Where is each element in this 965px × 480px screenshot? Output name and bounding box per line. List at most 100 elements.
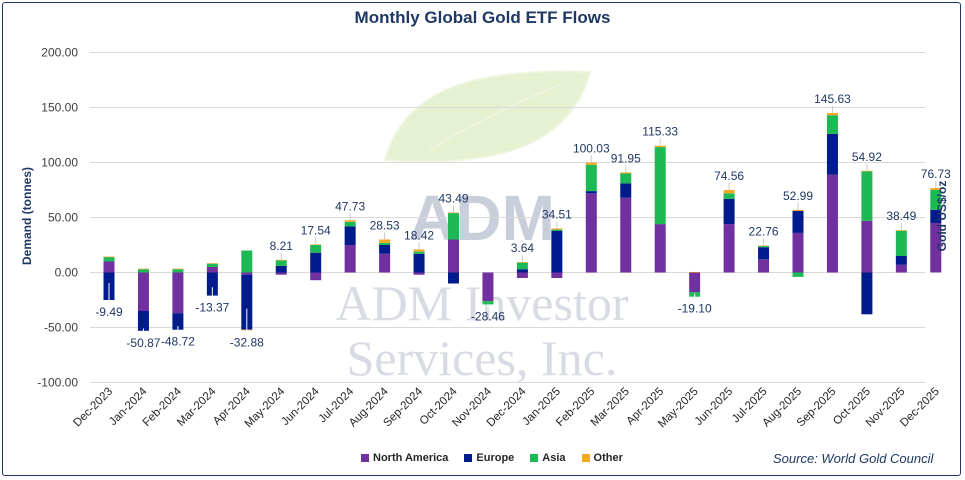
bar-segment-other (895, 230, 907, 231)
bar-segment-asia (448, 213, 459, 240)
legend-label: North America (373, 452, 449, 464)
bar-segment-europe (585, 191, 597, 194)
bar-segment-other (620, 172, 632, 174)
legend-swatch (581, 454, 590, 462)
bar-segment-europe (861, 272, 873, 315)
bar-segment-other (792, 209, 804, 211)
bar-segment-asia (585, 164, 597, 192)
bar-segment-asia (310, 245, 322, 253)
x-tick-label: Dec-2023 (71, 386, 115, 430)
bar-segment-europe (344, 226, 356, 245)
bar-segment-north-america (620, 197, 632, 273)
bar-segment-other (275, 259, 287, 261)
bar-segment-other (206, 263, 218, 264)
total-label: 74.56 (714, 169, 744, 183)
bar-segment-north-america (275, 272, 287, 275)
bar-segment-asia (620, 173, 632, 184)
total-label: -19.10 (678, 302, 712, 316)
bar-segment-europe (930, 209, 942, 223)
bar-segment-europe (758, 247, 770, 260)
bar-segment-other (758, 245, 770, 247)
bar-segment-asia (654, 147, 666, 225)
total-label: 3.64 (511, 241, 535, 255)
bar-segment-asia (551, 229, 563, 231)
y-tick-label: 150.00 (41, 101, 78, 115)
bar-segment-north-america (206, 267, 218, 273)
bar-segment-other (930, 188, 942, 190)
watermark-leaf-icon (383, 70, 592, 163)
bar-segment-north-america (516, 272, 528, 278)
legend-label: Asia (542, 452, 566, 464)
bar-segment-north-america (310, 272, 322, 281)
bar-segment-other (516, 262, 528, 263)
bar-segment-europe (895, 256, 907, 265)
bar-segment-north-america (585, 193, 597, 273)
bar-segment-europe (551, 230, 563, 273)
bar-segment-north-america (344, 245, 356, 273)
total-label: 18.42 (404, 228, 434, 242)
total-label: 47.73 (335, 199, 365, 213)
bar-segment-asia (206, 263, 218, 267)
bar-segment-north-america (654, 224, 666, 273)
legend-label: Europe (476, 452, 515, 464)
bar-segment-north-america (137, 272, 149, 311)
watermark: ADM ADM Investor Services, Inc. (335, 70, 629, 386)
bar-segment-europe (792, 210, 804, 233)
x-tick-label: Jun-2024 (279, 385, 322, 428)
bar-segment-north-america (792, 232, 804, 273)
bar-segment-other (310, 244, 322, 246)
legend-swatch (464, 454, 473, 462)
bar-segment-other (448, 212, 459, 214)
legend-label: Other (593, 452, 623, 464)
total-label: 115.33 (642, 125, 678, 139)
watermark-line1: ADM Investor (335, 275, 628, 331)
bar-segment-north-america (551, 272, 563, 278)
total-label: 34.51 (542, 208, 572, 222)
y-axis-ticks: 200.00 150.00 100.00 50.00 0.00 -50.00 -100.00 (37, 46, 78, 390)
watermark-line2: Services, Inc. (347, 330, 618, 386)
bar-segment-asia (275, 260, 287, 266)
x-tick-label: Jun-2025 (693, 386, 735, 428)
bar-segment-other (413, 249, 425, 252)
bar-segment-europe (172, 313, 184, 330)
bar-segment-europe (241, 274, 253, 330)
bar-segment-europe (826, 133, 838, 175)
bar-segment-north-america (723, 224, 735, 273)
bar-segment-north-america (448, 239, 459, 273)
legend-item-other: Other (581, 452, 623, 464)
total-label: 28.53 (370, 219, 400, 233)
bar-segment-north-america (826, 174, 838, 273)
bar-segment-europe (413, 253, 425, 273)
y-gridlines (90, 52, 925, 383)
bar-segment-asia (758, 246, 770, 248)
total-label: 52.99 (783, 189, 813, 203)
total-label: 8.21 (270, 239, 294, 253)
bar-segment-asia (379, 242, 391, 245)
bar-segment-europe (206, 272, 218, 296)
bar-segment-north-america (172, 272, 184, 314)
bar-segment-north-america (379, 253, 391, 273)
bar-segment-asia (241, 250, 253, 273)
bars (103, 113, 942, 331)
bar-segment-other (826, 113, 838, 116)
legend-item-north-america: North America (361, 452, 448, 464)
legend-swatch (530, 454, 539, 462)
bar-segment-north-america (758, 259, 770, 273)
bar-segment-other (689, 271, 701, 273)
total-label: 38.49 (886, 209, 916, 223)
bar-segment-north-america (241, 272, 253, 275)
chart-title: Monthly Global Gold ETF Flows (354, 8, 611, 27)
total-label: -13.37 (195, 301, 229, 315)
bar-segment-europe (137, 311, 149, 331)
total-label: 54.92 (852, 150, 882, 164)
bar-segment-north-america (861, 220, 873, 273)
total-label: -9.49 (95, 305, 123, 319)
bar-segment-other (654, 145, 666, 148)
total-label: 145.63 (814, 92, 851, 106)
y-tick-label: 200.00 (41, 46, 78, 60)
y-tick-label: 100.00 (41, 156, 78, 170)
label-leaders (108, 106, 937, 337)
bar-segment-north-america (895, 264, 907, 273)
legend-item-asia: Asia (530, 452, 566, 464)
y-tick-label: -50.00 (44, 321, 78, 335)
